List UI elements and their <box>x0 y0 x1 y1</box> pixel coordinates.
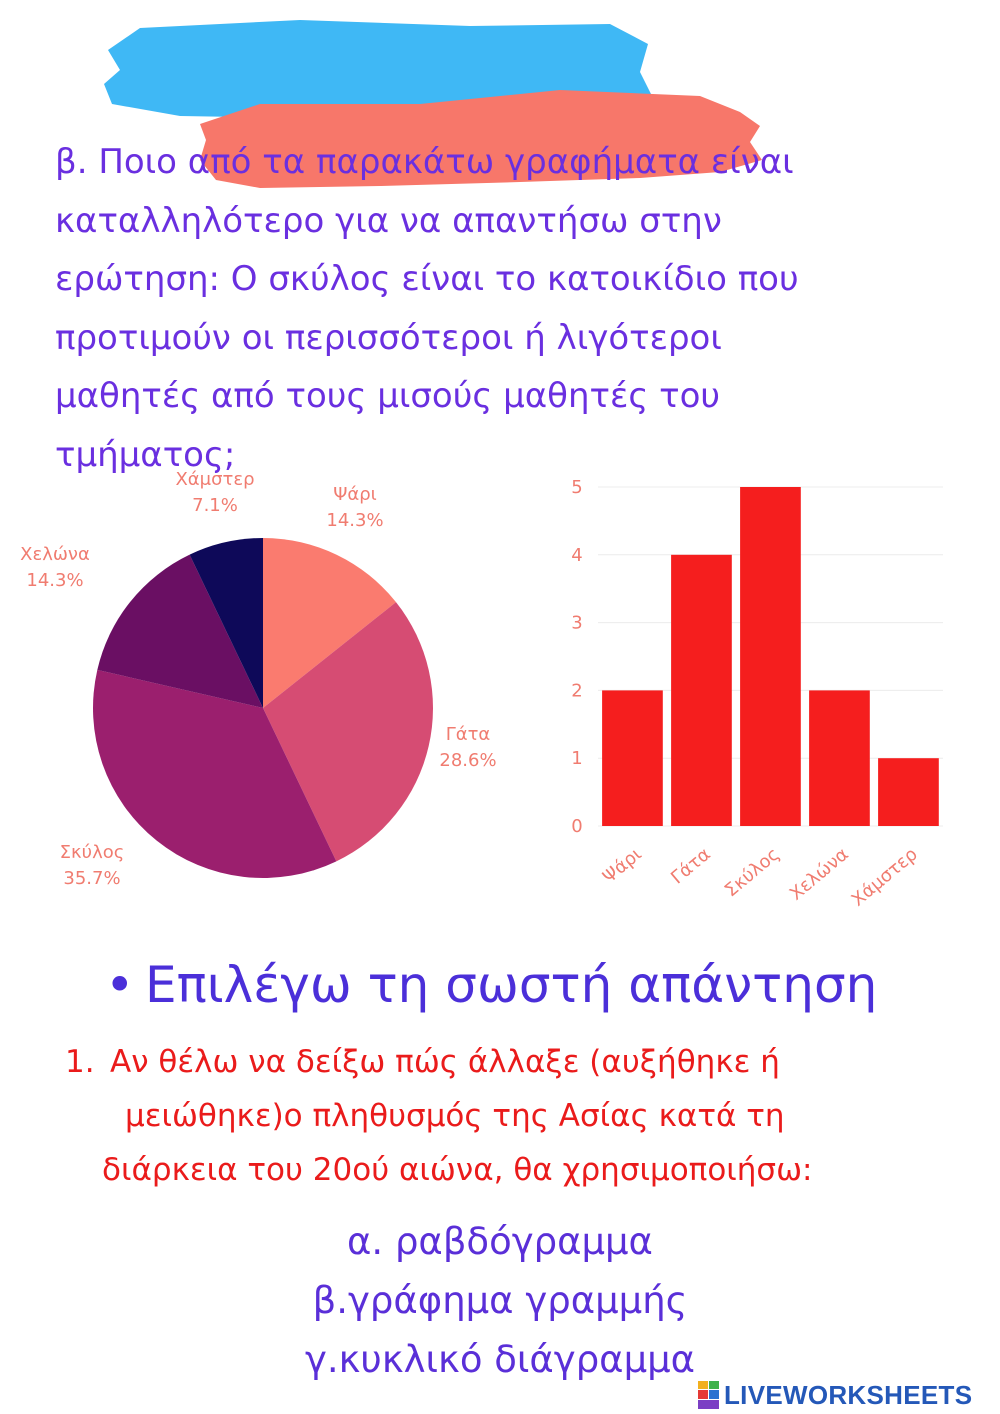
pie-chart: Ψάρι 14.3% Γάτα 28.6% Σκύλος 35.7% Χελώνα 14.3%… <box>20 470 496 889</box>
question-1-line: διάρκεια του 20ού αιώνα, θα χρησιμοποιήσ… <box>102 1152 813 1188</box>
instruction-heading: • Επιλέγω τη σωστή απάντηση <box>105 950 965 1020</box>
pie-slice-percent: 7.1% <box>192 495 238 516</box>
bar <box>740 487 801 826</box>
pie-slice <box>189 538 263 708</box>
y-tick-label: 3 <box>571 613 582 634</box>
question-1: 1. Αν θέλω να δείξω πώς άλλαξε (αυξήθηκε… <box>65 1035 965 1197</box>
bar <box>878 758 939 826</box>
y-tick-label: 1 <box>571 748 582 769</box>
x-tick-label: Γάτα <box>667 844 715 889</box>
pie-slice-label: Ψάρι <box>333 484 377 505</box>
option-c[interactable]: γ.κυκλικό διάγραμμα <box>304 1338 696 1381</box>
y-tick-label: 4 <box>571 545 582 566</box>
pie-slice-percent: 35.7% <box>63 868 120 889</box>
question-number: 1. <box>65 1044 95 1080</box>
question-line: καταλληλότερο για να απαντήσω στην <box>55 200 722 241</box>
liveworksheets-brand: LIVEWORKSHEETS <box>698 1378 972 1412</box>
answer-options: α. ραβδόγραμμα β.γράφημα γραμμής γ.κυκλι… <box>0 1212 1000 1389</box>
question-1-line: μειώθηκε)ο πληθυσμός της Ασίας κατά τη <box>125 1098 785 1134</box>
question-line: β. Ποιο από τα παρακάτω γραφήματα είναι <box>55 142 794 182</box>
option-b[interactable]: β.γράφημα γραμμής <box>312 1279 688 1322</box>
brand-text: LIVEWORKSHEETS <box>724 1379 973 1410</box>
pie-slice-label: Σκύλος <box>60 842 125 863</box>
question-line: προτιμούν οι περισσότεροι ή λιγότεροι <box>55 317 722 358</box>
pie-slice <box>92 669 337 878</box>
bar <box>602 690 663 826</box>
y-tick-label: 0 <box>571 816 582 837</box>
pie-slice-label: Γάτα <box>446 724 491 745</box>
blue-brush-stroke <box>104 20 652 118</box>
pie-slice <box>263 602 433 862</box>
question-line: ερώτηση: Ο σκύλος είναι το κατοικίδιο πο… <box>55 259 799 299</box>
pie-slice-percent: 14.3% <box>26 570 83 591</box>
option-a[interactable]: α. ραβδόγραμμα <box>347 1220 653 1263</box>
pie-slice-percent: 28.6% <box>439 750 496 771</box>
question-1-line: Αν θέλω να δείξω πώς άλλαξε (αυξήθηκε ή <box>110 1044 780 1080</box>
x-tick-label: Χάμστερ <box>848 844 922 911</box>
pie-slice-label: Χελώνα <box>20 544 90 565</box>
liveworksheets-logo-icon <box>698 1381 719 1409</box>
pie-slice <box>263 538 397 708</box>
pie-slice-percent: 14.3% <box>326 510 383 531</box>
salmon-brush-stroke <box>200 90 762 188</box>
question-line: τμήματος; <box>55 434 236 475</box>
pie-slice-label: Χάμστερ <box>175 470 254 490</box>
bar <box>809 690 870 826</box>
x-tick-label: Σκύλος <box>721 844 784 902</box>
bar <box>671 554 732 826</box>
question-line: μαθητές από τους μισούς μαθητές του <box>55 376 721 416</box>
bullet: • <box>105 956 135 1014</box>
y-tick-label: 2 <box>571 680 582 701</box>
y-tick-label: 5 <box>571 477 582 498</box>
x-tick-label: Ψάρι <box>599 844 646 888</box>
decorative-brush-strokes <box>104 20 762 188</box>
x-tick-label: Χελώνα <box>786 844 853 905</box>
pie-slice <box>97 554 263 708</box>
instruction-text: Επιλέγω τη σωστή απάντηση <box>145 956 878 1014</box>
question-text: β. Ποιο από τα παρακάτω γραφήματα είναι … <box>55 133 955 484</box>
